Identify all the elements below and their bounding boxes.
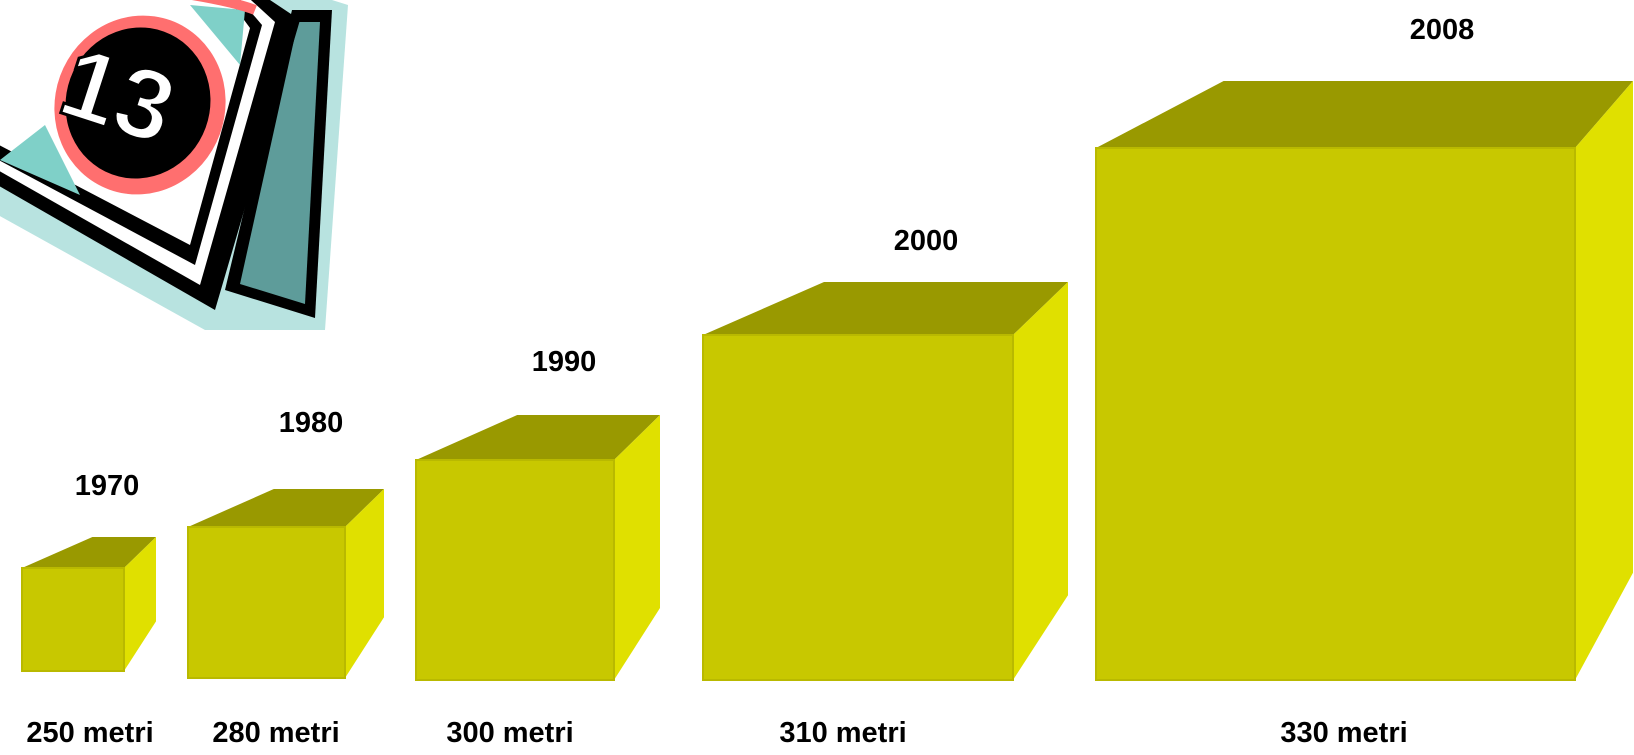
cube-1970: 1970 250 metri bbox=[21, 470, 156, 749]
year-label: 1990 bbox=[532, 346, 597, 378]
cube-front-face bbox=[702, 334, 1014, 681]
year-label: 2000 bbox=[894, 225, 959, 257]
cube-side-face bbox=[1575, 81, 1633, 680]
year-label: 2008 bbox=[1410, 14, 1475, 46]
year-label: 1970 bbox=[75, 470, 140, 502]
cube-2000: 2000 310 metri bbox=[702, 225, 1068, 749]
calendar-page-icon: 13 bbox=[0, 0, 348, 330]
cube-top-face bbox=[416, 415, 660, 460]
year-label: 1980 bbox=[279, 407, 344, 439]
cube-2008: 2008 330 metri bbox=[1095, 14, 1633, 749]
cube-1990: 1990 300 metri bbox=[415, 346, 660, 749]
size-label: 310 metri bbox=[779, 717, 906, 749]
cube-side-face bbox=[1013, 282, 1068, 680]
cube-side-face bbox=[124, 537, 156, 671]
cube-front-face bbox=[21, 567, 125, 672]
size-label: 300 metri bbox=[446, 717, 573, 749]
size-label: 250 metri bbox=[26, 717, 153, 749]
cube-front-face bbox=[187, 526, 346, 679]
cube-side-face bbox=[614, 415, 660, 680]
cube-1980: 1980 280 metri bbox=[187, 407, 384, 749]
size-label: 330 metri bbox=[1280, 717, 1407, 749]
cube-top-face bbox=[703, 282, 1068, 335]
cube-side-face bbox=[345, 489, 384, 678]
cube-top-face bbox=[188, 489, 384, 527]
cube-front-face bbox=[415, 459, 615, 681]
cube-top-face bbox=[1096, 81, 1633, 148]
cubes-layer: 1970 250 metri 1980 280 metri 1990 300 metri 2… bbox=[21, 14, 1633, 749]
size-label: 280 metri bbox=[212, 717, 339, 749]
cube-top-face bbox=[22, 537, 156, 568]
cube-front-face bbox=[1095, 147, 1576, 681]
